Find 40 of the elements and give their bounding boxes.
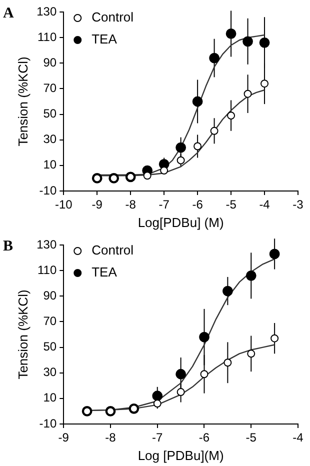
x-tick-label: -5 [226, 198, 237, 212]
x-tick-label: -7 [158, 198, 170, 212]
x-tick-label: -9 [92, 198, 103, 212]
x-tick-label: -3 [292, 198, 304, 212]
y-tick-label: 70 [43, 314, 57, 328]
y-tick-label: 30 [43, 365, 57, 380]
y-tick-label: 10 [43, 390, 57, 405]
y-tick-label: 50 [43, 106, 57, 121]
y-axis-title: Tension (%KCl) [15, 56, 30, 146]
y-axis-title: Tension (%KCl) [15, 290, 30, 380]
x-tick-label: -4 [292, 430, 304, 445]
x-tick-label: -5 [246, 430, 257, 445]
y-tick-label: 50 [43, 340, 57, 354]
x-axis-title: Log[PDBu] (M) [138, 214, 224, 230]
x-tick-label: -10 [54, 198, 73, 212]
legend-label: TEA [92, 32, 118, 47]
y-tick-label: 30 [43, 132, 57, 146]
y-tick-label: 90 [43, 288, 57, 302]
x-tick-label: -6 [198, 430, 210, 445]
y-tick-label: 70 [43, 81, 57, 96]
x-axis-title: Log [PDBu](M) [138, 448, 224, 463]
y-tick-label: 10 [43, 158, 57, 172]
y-tick-label: 90 [43, 55, 57, 70]
x-tick-label: -9 [58, 430, 70, 445]
x-tick-label: -8 [125, 198, 136, 212]
y-tick-label: -10 [39, 416, 57, 430]
y-tick-label: 130 [36, 4, 57, 18]
x-tick-label: -4 [259, 198, 270, 212]
y-tick-label: 130 [36, 237, 57, 252]
legend-label: TEA [92, 264, 118, 280]
y-tick-label: -10 [39, 183, 57, 198]
y-tick-label: 110 [37, 30, 57, 44]
x-tick-label: -7 [152, 430, 164, 445]
legend-label: Control [92, 10, 134, 25]
chart-title: B [3, 238, 14, 254]
y-tick-label: 110 [37, 262, 57, 277]
x-tick-label: -8 [105, 430, 116, 445]
x-tick-label: -6 [192, 198, 204, 212]
chart-title: A [3, 5, 14, 22]
legend-label: Control [92, 242, 134, 258]
